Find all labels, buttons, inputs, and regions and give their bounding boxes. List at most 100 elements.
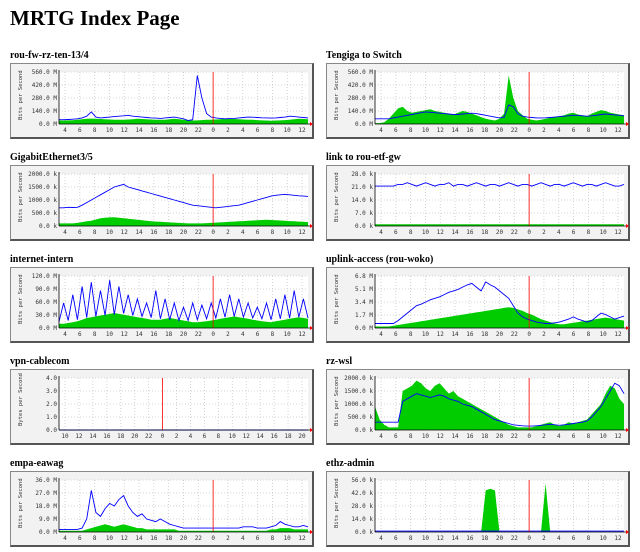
x-tick-label: 4 bbox=[241, 127, 245, 134]
graph-image[interactable]: Bits per Second 560.0 M 420.0 M 280.0 M 140.… bbox=[326, 63, 630, 139]
traffic-graph: Bits per Second 28.0 k 21.0 k 14.0 k 7.0 k 0.… bbox=[334, 171, 629, 236]
plot-area bbox=[59, 72, 308, 124]
y-tick-label: 1500.0 k bbox=[28, 184, 57, 191]
x-tick-label: 8 bbox=[93, 127, 97, 134]
x-tick-label: 2 bbox=[542, 127, 546, 134]
x-tick-label: 14 bbox=[135, 127, 143, 134]
x-tick-label: 4 bbox=[63, 229, 67, 236]
y-tick-label: 2000.0 k bbox=[28, 171, 57, 178]
graph-cell: vpn-cablecom Bytes per Second 4.0 3.0 2.0 1.0… bbox=[10, 356, 318, 448]
x-tick-label: 18 bbox=[481, 331, 489, 338]
axis-arrow-icon bbox=[310, 530, 313, 534]
x-tick-label: 6 bbox=[572, 331, 576, 338]
graph-title-link[interactable]: uplink-access (rou-woko) bbox=[326, 254, 434, 265]
x-tick-label: 12 bbox=[437, 433, 445, 440]
graph-title-link[interactable]: link to rou-etf-gw bbox=[326, 152, 401, 163]
x-tick-label: 6 bbox=[256, 127, 260, 134]
x-tick-label: 0 bbox=[211, 127, 215, 134]
x-tick-label: 8 bbox=[587, 433, 591, 440]
x-tick-label: 8 bbox=[587, 127, 591, 134]
x-tick-label: 12 bbox=[298, 331, 306, 338]
y-axis-label: Bits per Second bbox=[334, 376, 340, 426]
x-tick-label: 18 bbox=[481, 535, 489, 542]
x-tick-label: 6 bbox=[394, 433, 398, 440]
y-tick-label: 3.4 M bbox=[355, 299, 373, 306]
x-tick-label: 6 bbox=[394, 535, 398, 542]
x-tick-label: 12 bbox=[614, 229, 622, 236]
x-tick-label: 6 bbox=[256, 331, 260, 338]
y-tick-label: 14.0 k bbox=[351, 516, 373, 523]
graph-title-link[interactable]: rz-wsl bbox=[326, 356, 353, 367]
x-tick-label: 10 bbox=[422, 331, 430, 338]
y-tick-label: 0.0 k bbox=[355, 427, 373, 434]
graph-title-link[interactable]: ethz-admin bbox=[326, 458, 375, 469]
x-tick-label: 20 bbox=[496, 127, 504, 134]
x-tick-label: 14 bbox=[135, 535, 143, 542]
graph-cell: rz-wsl Bits per Second 2000.0 k 1500.0 k 100… bbox=[326, 356, 634, 448]
graph-image[interactable]: Bits per Second 56.0 k 42.0 k 28.0 k 14.0 k 0… bbox=[326, 471, 630, 547]
y-tick-label: 0.0 k bbox=[355, 223, 373, 230]
graph-image[interactable]: Bits per Second 120.0 M 90.0 M 60.0 M 30.0 M… bbox=[10, 267, 314, 343]
graph-image[interactable]: Bytes per Second 4.0 3.0 2.0 1.0 0.0 10 12 14 16 1… bbox=[10, 369, 314, 445]
series-in-area bbox=[59, 217, 308, 226]
graph-title-link[interactable]: empa-eawag bbox=[10, 458, 64, 469]
graph-image[interactable]: Bits per Second 560.0 M 420.0 M 280.0 M 140.… bbox=[10, 63, 314, 139]
x-tick-label: 16 bbox=[271, 433, 279, 440]
y-axis-label: Bits per Second bbox=[18, 478, 24, 528]
x-tick-label: 16 bbox=[150, 127, 158, 134]
x-tick-label: 4 bbox=[241, 229, 245, 236]
graph-title-link[interactable]: rou-fw-rz-ten-13/4 bbox=[10, 50, 89, 61]
graph-title-link[interactable]: vpn-cablecom bbox=[10, 356, 70, 367]
x-tick-label: 16 bbox=[150, 229, 158, 236]
x-tick-label: 22 bbox=[195, 331, 203, 338]
x-tick-label: 12 bbox=[298, 535, 306, 542]
graph-cell: Tengiga to Switch Bits per Second 560.0 M 4… bbox=[326, 50, 634, 142]
y-tick-label: 0.0 M bbox=[355, 325, 373, 332]
y-tick-label: 0.0 M bbox=[39, 529, 57, 536]
series-out-line bbox=[59, 183, 309, 209]
axis-arrow-icon bbox=[626, 326, 629, 330]
graph-title-link[interactable]: internet-intern bbox=[10, 254, 74, 265]
x-tick-label: 20 bbox=[180, 331, 188, 338]
axis-arrow-icon bbox=[310, 326, 313, 330]
series-in-area bbox=[375, 380, 624, 430]
graph-image[interactable]: Bits per Second 28.0 k 21.0 k 14.0 k 7.0 k 0.… bbox=[326, 165, 630, 241]
x-tick-label: 4 bbox=[379, 127, 383, 134]
x-tick-label: 10 bbox=[284, 229, 292, 236]
x-tick-label: 20 bbox=[496, 433, 504, 440]
x-tick-label: 0 bbox=[161, 433, 165, 440]
x-tick-label: 10 bbox=[229, 433, 237, 440]
x-tick-label: 4 bbox=[63, 331, 67, 338]
graph-image[interactable]: Bits per Second 36.0 M 27.0 M 18.0 M 9.0 M 0.… bbox=[10, 471, 314, 547]
x-tick-label: 14 bbox=[257, 433, 265, 440]
y-tick-label: 7.0 k bbox=[355, 210, 373, 217]
x-tick-label: 8 bbox=[271, 331, 275, 338]
x-tick-label: 10 bbox=[106, 331, 114, 338]
x-tick-label: 6 bbox=[394, 331, 398, 338]
x-tick-label: 0 bbox=[211, 535, 215, 542]
x-tick-label: 2 bbox=[226, 535, 230, 542]
x-tick-label: 10 bbox=[284, 331, 292, 338]
axis-arrow-icon bbox=[626, 224, 629, 228]
x-tick-label: 6 bbox=[572, 229, 576, 236]
x-tick-label: 16 bbox=[150, 535, 158, 542]
series-out-line bbox=[375, 182, 625, 187]
x-tick-label: 4 bbox=[241, 535, 245, 542]
x-tick-label: 18 bbox=[284, 433, 292, 440]
x-tick-label: 10 bbox=[61, 433, 69, 440]
x-tick-label: 16 bbox=[466, 535, 474, 542]
x-tick-label: 18 bbox=[481, 127, 489, 134]
x-tick-label: 8 bbox=[409, 127, 413, 134]
x-tick-label: 20 bbox=[496, 535, 504, 542]
graph-title-link[interactable]: Tengiga to Switch bbox=[326, 50, 402, 61]
graph-image[interactable]: Bits per Second 6.8 M 5.1 M 3.4 M 1.7 M 0.0 M… bbox=[326, 267, 630, 343]
x-tick-label: 14 bbox=[135, 229, 143, 236]
x-tick-label: 8 bbox=[217, 433, 221, 440]
x-tick-label: 12 bbox=[614, 535, 622, 542]
graph-title-link[interactable]: GigabitEthernet3/5 bbox=[10, 152, 93, 163]
plot-area bbox=[59, 378, 308, 430]
